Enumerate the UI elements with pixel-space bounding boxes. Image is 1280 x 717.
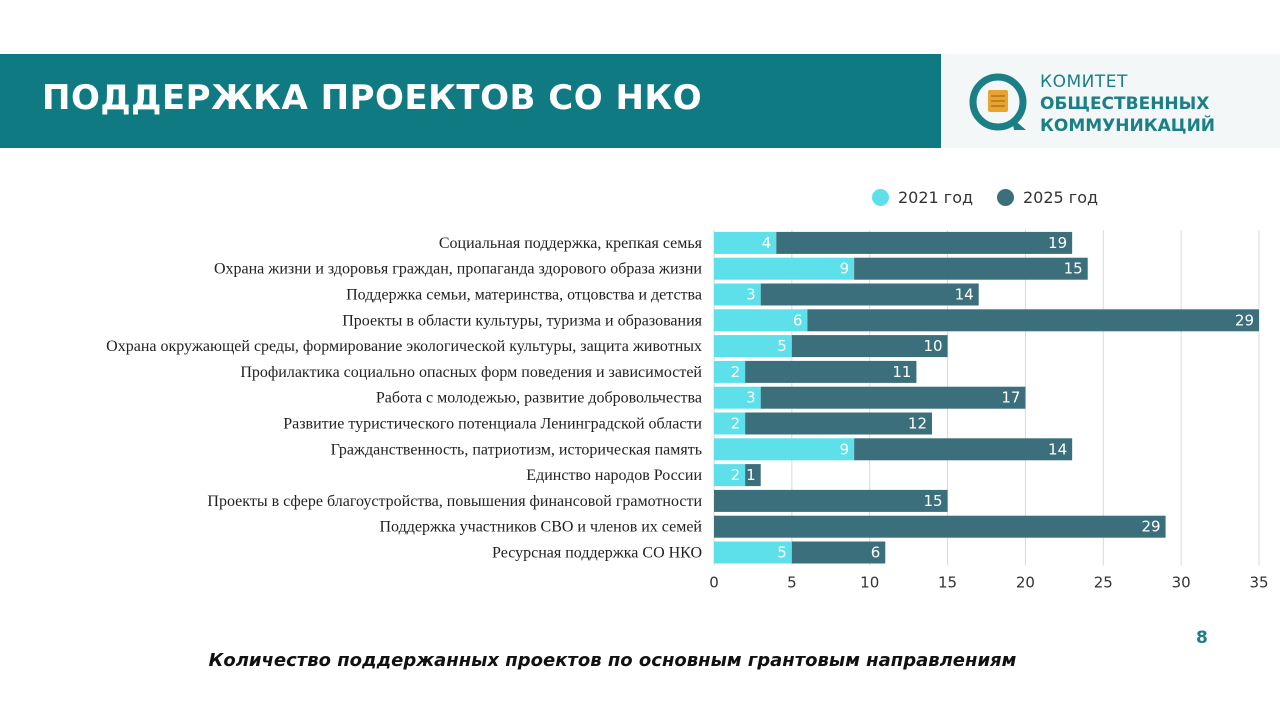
bar-segment-2025: [854, 257, 1088, 280]
x-tick-label: 30: [1172, 573, 1191, 591]
legend-label-2025: 2025 год: [1023, 188, 1099, 207]
legend-item-2021: 2021 год: [872, 188, 973, 207]
data-label: 12: [908, 415, 927, 433]
bar-segment-2025: [745, 412, 932, 435]
bar-segment-2025: [745, 464, 761, 487]
bar-segment-2025: [776, 231, 1073, 254]
bar-segment-2021: [714, 283, 761, 306]
bar-segment-2025: [745, 360, 917, 383]
bar-segment-2025: [807, 309, 1259, 332]
x-tick-label: 35: [1249, 573, 1268, 591]
page-number: 8: [1196, 628, 1208, 648]
data-label: 29: [1235, 311, 1254, 329]
category-label: Проекты в сфере благоустройства, повышен…: [207, 493, 702, 510]
logo-text-line3: КОММУНИКАЦИЙ: [1040, 116, 1216, 136]
category-label: Социальная поддержка, крепкая семья: [439, 235, 703, 252]
bar-segment-2025: [760, 283, 979, 306]
data-label: 10: [923, 337, 942, 355]
x-tick-label: 10: [860, 573, 879, 591]
data-label: 4: [762, 234, 772, 252]
logo-text-line1: КОМИТЕТ: [1040, 72, 1128, 92]
data-label: 2: [731, 363, 741, 381]
category-label: Работа с молодежью, развитие добровольче…: [376, 390, 702, 407]
data-label: 17: [1001, 389, 1020, 407]
bar-segment-2021: [714, 335, 792, 358]
legend-swatch-2025: [997, 189, 1014, 206]
bar-segment-2021: [714, 386, 761, 409]
data-label: 6: [871, 544, 881, 562]
data-label: 11: [892, 363, 911, 381]
bar-segment-2021: [714, 412, 746, 435]
category-label: Поддержка семьи, материнства, отцовства …: [346, 287, 702, 304]
data-label: 3: [746, 389, 756, 407]
bar-segment-2025: [854, 438, 1073, 461]
data-label: 9: [840, 260, 850, 278]
bar-segment-2021: [714, 309, 808, 332]
bar-segment-2021: [714, 231, 777, 254]
bar-segment-2025: [791, 335, 948, 358]
data-label: 6: [793, 311, 803, 329]
data-label: 19: [1048, 234, 1067, 252]
x-tick-label: 20: [1016, 573, 1035, 591]
legend-swatch-2021: [872, 189, 889, 206]
category-label: Единство народов России: [526, 467, 702, 484]
committee-logo-icon: [969, 73, 1027, 131]
logo-text-line2: ОБЩЕСТВЕННЫХ: [1040, 94, 1210, 114]
data-label: 2: [731, 415, 741, 433]
data-label: 14: [955, 286, 974, 304]
legend-label-2021: 2021 год: [898, 188, 974, 207]
data-label: 9: [840, 440, 850, 458]
x-tick-label: 25: [1094, 573, 1113, 591]
bar-segment-2025: [791, 541, 886, 564]
data-label: 5: [777, 337, 787, 355]
bar-segment-2021: [714, 541, 792, 564]
page-title: ПОДДЕРЖКА ПРОЕКТОВ СО НКО: [42, 78, 703, 118]
x-tick-label: 5: [787, 573, 797, 591]
data-label: 14: [1048, 440, 1067, 458]
data-label: 3: [746, 286, 756, 304]
bar-segment-2021: [714, 257, 855, 280]
category-label: Охрана окружающей среды, формирование эк…: [106, 338, 702, 355]
category-label: Гражданственность, патриотизм, историчес…: [331, 441, 702, 458]
x-tick-label: 0: [709, 573, 719, 591]
data-label: 2: [731, 466, 741, 484]
category-label: Охрана жизни и здоровья граждан, пропага…: [214, 261, 702, 278]
bar-segment-2025: [760, 386, 1026, 409]
bar-segment-2025: [714, 515, 1166, 538]
header-banner: [0, 54, 941, 148]
legend-item-2025: 2025 год: [997, 188, 1098, 207]
chart-caption: Количество поддержанных проектов по осно…: [208, 650, 1017, 671]
data-label: 15: [1064, 260, 1083, 278]
category-label: Развитие туристического потенциала Ленин…: [283, 416, 702, 433]
bar-segment-2025: [714, 489, 948, 512]
category-label: Проекты в области культуры, туризма и об…: [342, 312, 702, 329]
bar-segment-2021: [714, 464, 746, 487]
x-tick-label: 15: [938, 573, 957, 591]
category-label: Ресурсная поддержка СО НКО: [492, 545, 702, 562]
category-label: Поддержка участников СВО и членов их сем…: [379, 519, 702, 536]
data-label: 29: [1141, 518, 1160, 536]
bar-segment-2021: [714, 360, 746, 383]
data-label: 1: [746, 466, 756, 484]
category-label: Профилактика социально опасных форм пове…: [240, 364, 702, 381]
bar-segment-2021: [714, 438, 855, 461]
data-label: 5: [777, 544, 787, 562]
data-label: 15: [923, 492, 942, 510]
